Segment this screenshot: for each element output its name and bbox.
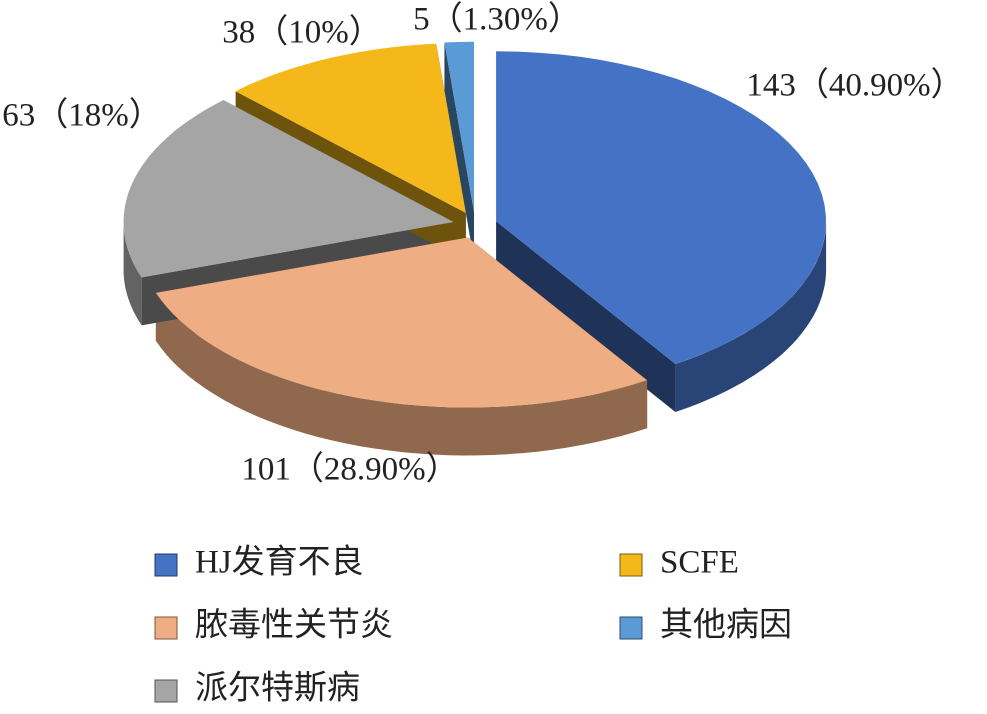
- slice-wall: [496, 221, 676, 412]
- data-label: 5（1.30%）: [413, 2, 581, 38]
- slice: [123, 100, 454, 278]
- data-label: 63（18%）: [2, 98, 162, 134]
- slice-side: [675, 221, 827, 412]
- data-label: 38（10%）: [222, 15, 382, 51]
- legend-swatch: [619, 553, 643, 577]
- slice-side: [155, 292, 648, 456]
- legend-label: 派尔特斯病: [195, 670, 360, 707]
- legend-swatch: [154, 616, 178, 640]
- data-label: 101（28.90%）: [241, 452, 458, 488]
- legend-label: HJ发育不良: [195, 544, 364, 581]
- legend-swatch: [154, 553, 178, 577]
- slice: [444, 41, 475, 212]
- data-label: 143（40.90%）: [746, 68, 963, 104]
- slice: [235, 43, 466, 214]
- legend-swatch: [154, 679, 178, 703]
- slice-side: [123, 221, 142, 326]
- legend-label: SCFE: [660, 545, 739, 581]
- legend-swatch: [619, 616, 643, 640]
- slice: [155, 237, 648, 408]
- slice: [496, 51, 826, 365]
- legend-label: 其他病因: [660, 607, 792, 644]
- legend-label: 脓毒性关节炎: [195, 607, 393, 644]
- slice-wall: [444, 42, 475, 260]
